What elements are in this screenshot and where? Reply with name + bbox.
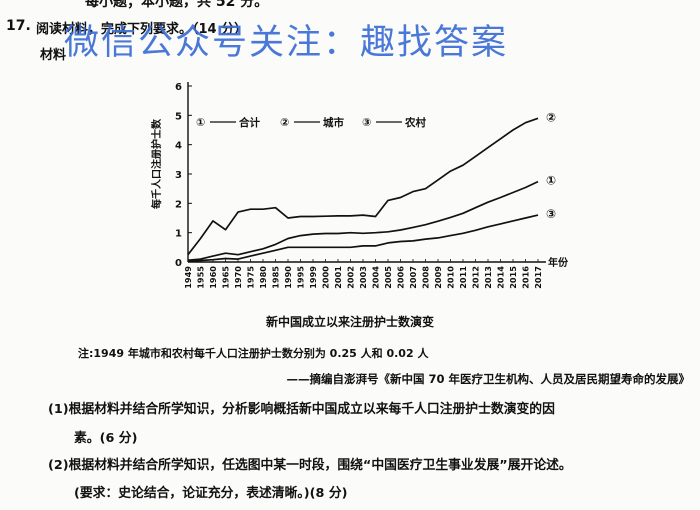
- y-tick-label: 1: [175, 229, 182, 240]
- y-tick-label: 4: [175, 141, 182, 152]
- question-2-text-cont: (要求：史论结合，论证充分，表述清晰。)(8 分): [74, 486, 348, 501]
- x-tick-label: 2013: [483, 266, 493, 289]
- x-tick-label: 1999: [308, 266, 318, 289]
- series-end-marker: ②: [546, 110, 556, 124]
- series-end-marker: ①: [546, 174, 556, 188]
- legend-marker: ②: [280, 116, 289, 129]
- x-tick-label: 2004: [371, 266, 381, 289]
- x-tick-label: 2003: [358, 266, 368, 289]
- x-tick-label: 1980: [258, 266, 268, 289]
- question-2-text: (2)根据材料并结合所学知识，任选图中某一时段，围绕“中国医疗卫生事业发展”展开…: [48, 458, 572, 473]
- x-tick-label: 1975: [246, 266, 256, 289]
- legend-marker: ①: [196, 116, 205, 129]
- y-tick-label: 3: [175, 170, 182, 181]
- x-tick-label: 1970: [233, 266, 243, 289]
- legend-label: 农村: [404, 116, 426, 129]
- x-tick-label: 1949: [183, 266, 193, 289]
- series-end-marker: ③: [546, 207, 556, 221]
- x-tick-label: 2008: [421, 266, 431, 289]
- x-tick-label: 2011: [458, 266, 468, 289]
- x-tick-label: 2001: [333, 266, 343, 289]
- y-tick-label: 2: [175, 199, 182, 210]
- y-tick-label: 0: [175, 258, 182, 269]
- series-line-2: [187, 117, 539, 256]
- x-tick-label: 2015: [508, 266, 518, 289]
- series-line-1: [187, 180, 539, 262]
- x-tick-label: 2007: [408, 266, 418, 289]
- cut-off-heading: 每小题；本小题，共 52 分。: [85, 0, 269, 10]
- x-tick-label: 1995: [296, 266, 306, 289]
- legend-label: 合计: [238, 116, 260, 129]
- question-number: 17.: [6, 18, 31, 34]
- x-tick-label: 2010: [446, 266, 456, 289]
- source-citation: ——摘编自澎湃号《新中国 70 年医疗卫生机构、人员及居民期望寿命的发展》: [286, 372, 690, 386]
- x-tick-label: 1990: [283, 266, 293, 289]
- x-tick-label: 2009: [433, 266, 443, 289]
- x-tick-label: 1965: [221, 266, 231, 289]
- y-tick-label: 5: [175, 111, 182, 122]
- x-tick-label: 2006: [396, 266, 406, 289]
- chart-note: 注:1949 年城市和农村每千人口注册护士数分别为 0.25 人和 0.02 人: [78, 347, 429, 360]
- question-stem: 阅读材料，完成下列要求。（14 分）: [36, 22, 248, 37]
- x-tick-label: 2016: [521, 266, 531, 289]
- chart-caption: 新中国成立以来注册护士数演变: [265, 315, 434, 329]
- x-tick-label: 1985: [271, 266, 281, 289]
- question-1-text-cont: 素。(6 分): [74, 431, 138, 446]
- y-tick-label: 6: [175, 82, 182, 93]
- x-tick-label: 2005: [383, 266, 393, 289]
- y-axis-label: 每千人口注册护士数: [150, 118, 163, 209]
- x-tick-label: 2000: [321, 266, 331, 289]
- x-tick-label: 2012: [471, 266, 481, 289]
- material-label: 材料: [40, 48, 67, 63]
- question-1-text: (1)根据材料并结合所学知识，分析影响概括新中国成立以来每千人口注册护士数演变的…: [48, 402, 555, 417]
- series-line-3: [187, 214, 539, 263]
- watermark: 微信公众号关注：趣找答案: [64, 23, 509, 63]
- x-axis-label: 年份: [548, 256, 569, 269]
- x-tick-label: 1955: [196, 266, 206, 289]
- x-tick-label: 2002: [346, 266, 356, 289]
- legend-label: 城市: [323, 116, 344, 129]
- x-tick-label: 1960: [208, 266, 218, 289]
- x-tick-label: 2014: [496, 266, 506, 289]
- legend-marker: ③: [362, 116, 371, 129]
- x-tick-label: 2017: [533, 266, 543, 289]
